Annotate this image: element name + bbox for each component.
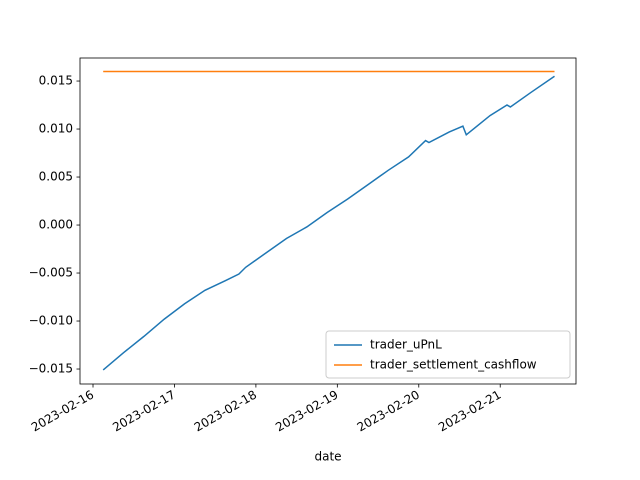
y-tick-label: −0.010	[29, 314, 73, 328]
plot-frame	[79, 57, 577, 385]
y-tick-label: −0.005	[29, 266, 73, 280]
x-axis-label: date	[314, 450, 341, 464]
legend-label: trader_uPnL	[370, 338, 442, 352]
legend-label: trader_settlement_cashflow	[370, 358, 537, 372]
y-tick-label: 0.010	[39, 122, 73, 136]
x-tick-label: 2023-02-18	[192, 388, 259, 435]
y-tick-label: −0.015	[29, 362, 73, 376]
line-series	[102, 75, 555, 371]
legend-box	[325, 330, 571, 379]
legend: trader_uPnL trader_settlement_cashflow	[325, 330, 571, 379]
x-tick-label: 2023-02-16	[29, 388, 96, 435]
x-tick-label: 2023-02-21	[436, 388, 503, 435]
x-tick-label: 2023-02-17	[110, 388, 177, 435]
y-tick-label: 0.000	[39, 218, 73, 232]
x-tick-label: 2023-02-20	[355, 388, 422, 435]
y-tick-label: 0.015	[39, 74, 73, 88]
x-tick-label: 2023-02-19	[273, 388, 340, 435]
y-tick-label: 0.005	[39, 170, 73, 184]
